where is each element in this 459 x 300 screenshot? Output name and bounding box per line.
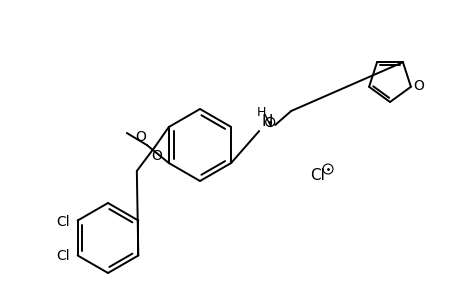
Text: N: N bbox=[261, 114, 272, 129]
Text: Cl: Cl bbox=[309, 167, 324, 182]
Text: O: O bbox=[134, 130, 146, 144]
Text: O: O bbox=[151, 149, 162, 163]
Text: Cl: Cl bbox=[56, 215, 69, 230]
Text: H: H bbox=[257, 106, 266, 119]
Text: Cl: Cl bbox=[56, 248, 69, 262]
Text: O: O bbox=[412, 79, 423, 93]
